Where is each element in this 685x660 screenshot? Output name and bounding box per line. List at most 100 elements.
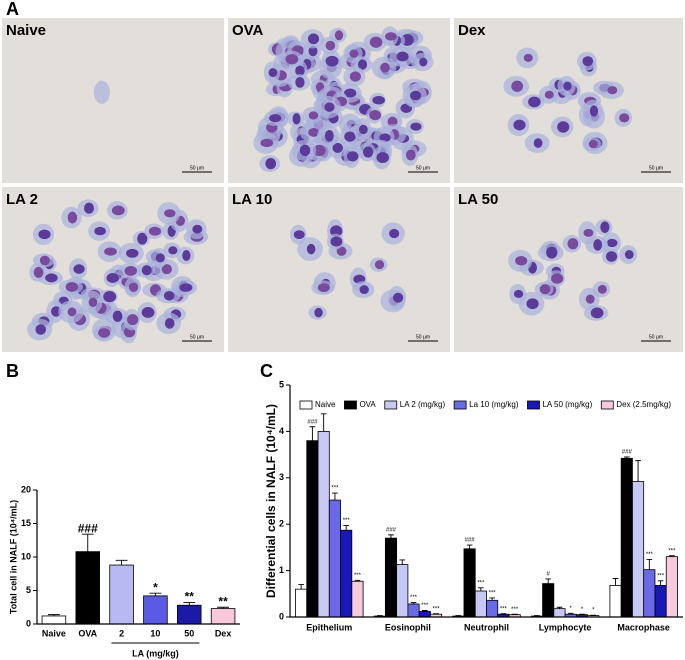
significance: * <box>570 606 573 612</box>
significance: * <box>592 608 595 614</box>
nucleus <box>539 284 551 295</box>
nucleus <box>619 113 630 123</box>
nucleus <box>330 225 343 237</box>
nucleus <box>347 151 359 162</box>
scale-text: 50 μm <box>416 334 430 340</box>
scale-text: 50 μm <box>649 165 663 171</box>
nucleus <box>285 54 299 65</box>
error-bar <box>410 602 417 605</box>
nucleus <box>334 30 344 41</box>
nucleus <box>94 226 106 236</box>
nucleus <box>67 211 78 224</box>
legend-swatch <box>384 400 398 410</box>
nucleus <box>582 56 594 67</box>
significance: ### <box>386 527 397 533</box>
micrograph-bg <box>454 187 683 352</box>
nucleus <box>308 111 319 120</box>
significance: *** <box>433 606 441 612</box>
legend-label: LA 50 (mg/kg) <box>542 400 592 409</box>
image-label: Dex <box>458 22 486 39</box>
nucleus <box>65 281 79 292</box>
nucleus <box>533 138 543 148</box>
error-bar <box>466 544 473 549</box>
nucleus <box>359 285 369 295</box>
nucleus <box>308 45 318 57</box>
micrograph <box>454 18 683 183</box>
legend-label: OVA <box>359 400 376 409</box>
x-tick-label: Macrophase <box>617 622 670 632</box>
nucleus <box>369 36 383 48</box>
image-label: LA 2 <box>6 191 38 208</box>
micrograph-bg <box>2 18 224 183</box>
error-bar <box>556 606 563 609</box>
bar <box>328 499 341 618</box>
y-tick-label: 3 <box>279 472 284 482</box>
nucleus <box>137 232 148 245</box>
image-label: OVA <box>232 22 264 39</box>
nucleus <box>164 209 176 218</box>
significance: *** <box>668 548 676 554</box>
nucleus <box>141 307 155 318</box>
nucleus <box>526 298 539 310</box>
x-tick-label: OVA <box>78 628 97 638</box>
y-tick-label: 0 <box>26 618 31 628</box>
cytoplasm <box>93 80 110 104</box>
legend-label: Dex (2.5mg/kg) <box>616 400 671 409</box>
nucleus <box>163 290 175 301</box>
nucleus <box>336 246 347 256</box>
significance: ### <box>465 538 476 544</box>
nucleus <box>349 71 361 82</box>
error-bar <box>612 578 619 586</box>
bar <box>295 588 308 618</box>
nucleus <box>343 88 357 98</box>
bar <box>306 440 319 618</box>
error-bar <box>298 584 304 590</box>
nucleus <box>557 121 570 133</box>
y-tick-label: 5 <box>279 379 284 389</box>
error-bar <box>309 426 316 441</box>
nucleus <box>523 53 533 62</box>
nucleus <box>324 129 334 142</box>
scale-text: 50 μm <box>190 165 204 171</box>
nucleus <box>332 142 343 153</box>
bar <box>632 481 645 618</box>
panel-letter: A <box>6 0 19 19</box>
nucleus <box>164 317 175 329</box>
panel-letter: C <box>260 361 273 381</box>
chart: 0 1 2 3 4 5 Differential cells in NALF (10⁴/mL… <box>264 379 683 632</box>
legend-swatch <box>453 400 467 410</box>
nucleus <box>583 228 594 237</box>
nucleus <box>268 68 278 78</box>
legend-label: La 10 (mg/kg) <box>469 400 519 409</box>
nucleus <box>409 90 422 101</box>
bar <box>109 564 134 625</box>
nucleus <box>103 291 117 303</box>
nucleus <box>38 229 51 240</box>
error-bar <box>399 559 406 565</box>
nucleus <box>112 310 123 322</box>
x-tick-label: Epithelium <box>306 622 352 632</box>
y-tick-label: 1 <box>279 565 284 575</box>
y-tick-label: 4 <box>279 426 284 436</box>
nucleus <box>73 264 85 274</box>
nucleus <box>528 96 541 108</box>
nucleus <box>349 49 359 58</box>
error-bar <box>354 579 361 582</box>
error-bar <box>489 597 495 601</box>
nucleus <box>624 250 634 260</box>
significance: ### <box>307 419 318 425</box>
nucleus <box>265 157 277 170</box>
error-bar <box>388 534 394 539</box>
bar <box>665 556 678 618</box>
bar <box>317 430 330 618</box>
panel-letter: B <box>6 361 19 381</box>
nucleus <box>593 239 603 251</box>
nucleus <box>551 273 564 284</box>
nucleus <box>419 57 428 67</box>
x-tick-label: Eosinophil <box>385 622 431 632</box>
error-bar <box>657 580 664 586</box>
scale-text: 50 μm <box>190 334 204 340</box>
nucleus <box>106 273 120 283</box>
legend-swatch <box>299 400 313 410</box>
bar <box>643 569 656 618</box>
